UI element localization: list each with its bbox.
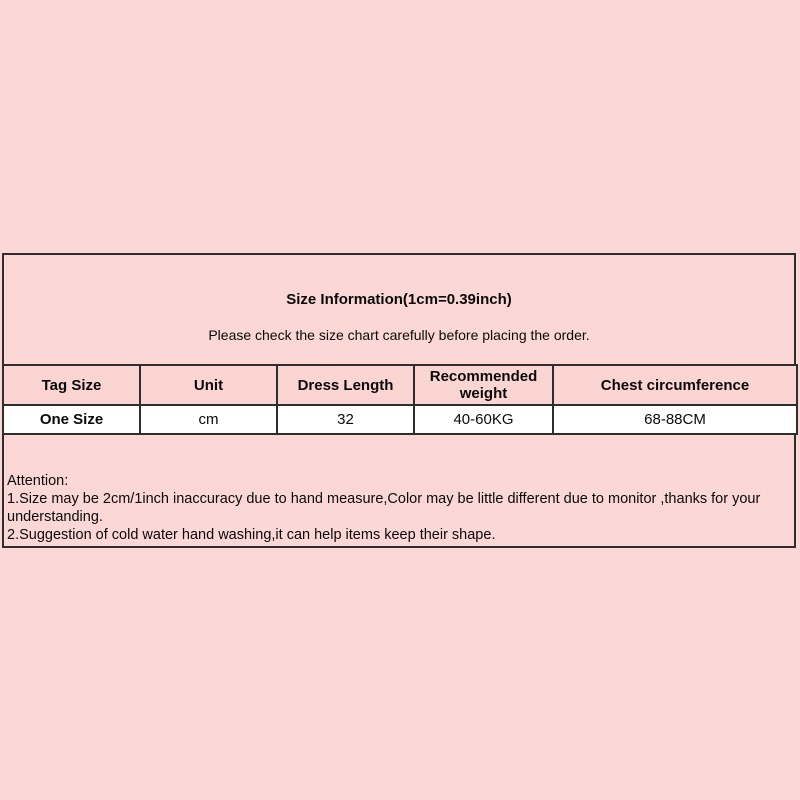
size-table-body: One Size cm 32 40-60KG 68-88CM — [2, 404, 798, 435]
size-info-title: Size Information(1cm=0.39inch) — [286, 291, 512, 308]
header-cell-chest-circumference: Chest circumference — [552, 364, 798, 406]
cell-recommended-weight-value: 40-60KG — [413, 404, 554, 435]
header-cell-tag-size: Tag Size — [2, 364, 141, 406]
table-row: One Size cm 32 40-60KG 68-88CM — [2, 404, 798, 435]
cell-chest-circumference-value: 68-88CM — [552, 404, 798, 435]
attention-heading: Attention: — [7, 473, 69, 489]
attention-note-2: 2.Suggestion of cold water hand washing,… — [7, 527, 496, 543]
header-cell-unit: Unit — [139, 364, 278, 406]
size-info-subtitle: Please check the size chart carefully be… — [208, 327, 590, 343]
size-info-panel: Size Information(1cm=0.39inch) Please ch… — [2, 253, 798, 548]
header-cell-dress-length: Dress Length — [276, 364, 415, 406]
size-table-header-row: Tag Size Unit Dress Length Recommended w… — [2, 364, 798, 406]
cell-unit-value: cm — [139, 404, 278, 435]
attention-note-1: 1.Size may be 2cm/1inch inaccuracy due t… — [7, 491, 761, 525]
size-table: Tag Size Unit Dress Length Recommended w… — [2, 364, 798, 435]
header-cell-recommended-weight: Recommended weight — [413, 364, 554, 406]
cell-tag-size-value: One Size — [2, 404, 141, 435]
attention-block: Attention: 1.Size may be 2cm/1inch inacc… — [7, 472, 791, 544]
cell-dress-length-value: 32 — [276, 404, 415, 435]
